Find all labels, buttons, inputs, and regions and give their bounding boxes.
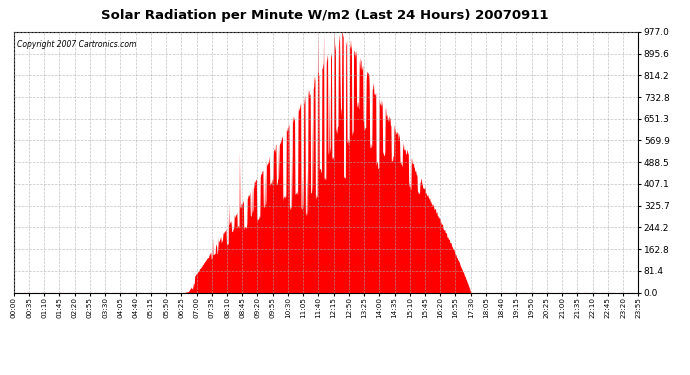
Text: Copyright 2007 Cartronics.com: Copyright 2007 Cartronics.com bbox=[17, 40, 137, 49]
Text: Solar Radiation per Minute W/m2 (Last 24 Hours) 20070911: Solar Radiation per Minute W/m2 (Last 24… bbox=[101, 9, 548, 22]
